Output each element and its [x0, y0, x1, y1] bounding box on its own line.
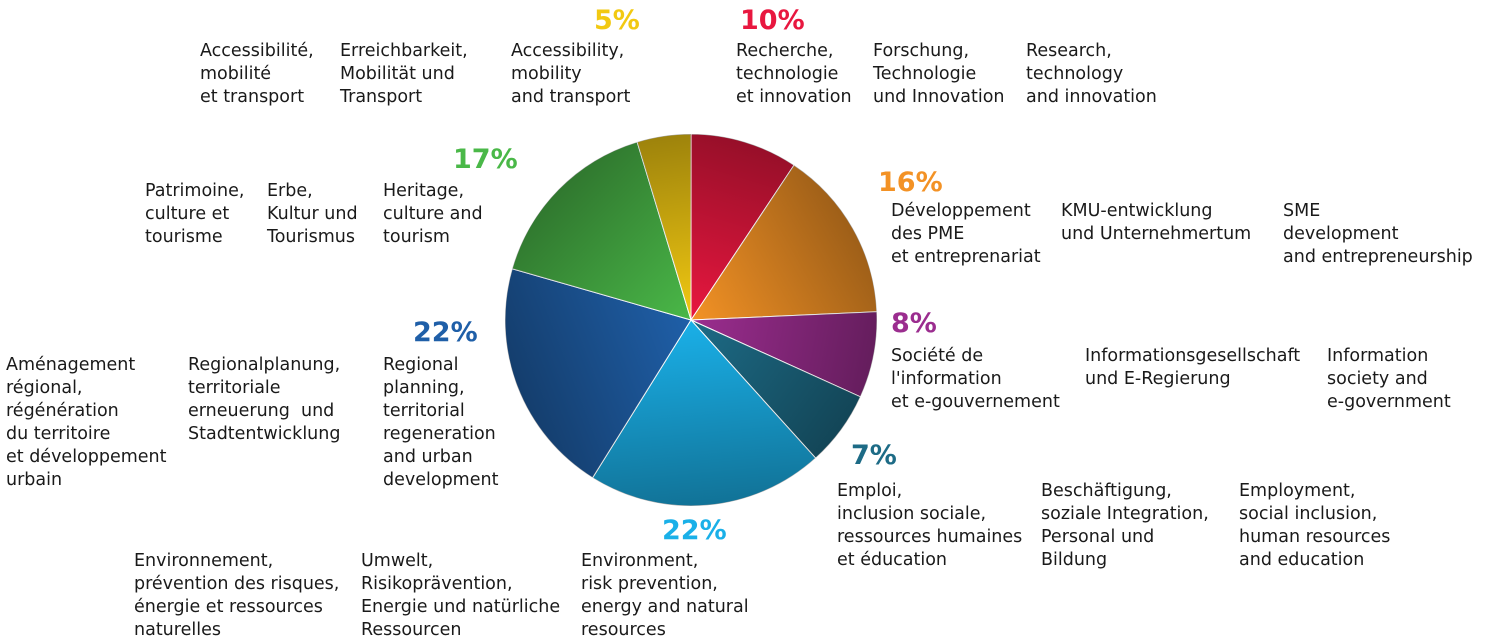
label-heritage-de: Erbe, Kultur und Tourismus — [267, 181, 358, 247]
label-information-society-fr: Société de l'information et e-gouverneme… — [891, 346, 1060, 412]
label-regional-planning-en: Regional planning, territorial regenerat… — [383, 355, 499, 490]
pie-slice-shade-accessibility — [637, 134, 691, 320]
pie-slice-shade-regional-planning — [504, 268, 691, 478]
label-regional-planning-fr: Aménagement régional, régénération du te… — [6, 355, 167, 490]
label-research-en: Research, technology and innovation — [1026, 41, 1157, 107]
pct-label-heritage: 17% — [453, 144, 518, 175]
pct-label-research: 10% — [740, 5, 805, 36]
label-regional-planning-de: Regionalplanung, territoriale erneuerung… — [188, 355, 341, 444]
label-research-fr: Recherche, technologie et innovation — [736, 41, 852, 107]
pct-label-sme: 16% — [878, 167, 943, 198]
label-employment-fr: Emploi, inclusion sociale, ressources hu… — [837, 481, 1023, 570]
pct-label-employment: 7% — [851, 440, 897, 471]
pie-slice-shade-employment — [691, 320, 861, 459]
label-employment-en: Employment, social inclusion, human reso… — [1239, 481, 1391, 570]
label-environment-en: Environment, risk prevention, energy and… — [581, 551, 749, 640]
label-heritage-fr: Patrimoine, culture et tourisme — [145, 181, 245, 247]
pie-slice-shade-sme — [691, 165, 877, 320]
label-information-society-en: Information society and e-government — [1327, 346, 1451, 412]
label-environment-de: Umwelt, Risikoprävention, Energie und na… — [361, 551, 561, 640]
label-sme-fr: Développement des PME et entreprenariat — [891, 201, 1041, 267]
label-sme-de: KMU-entwicklung und Unternehmertum — [1061, 201, 1252, 244]
pct-label-regional-planning: 22% — [413, 317, 478, 348]
label-information-society-de: Informationsgesellschaft und E-Regierung — [1085, 346, 1301, 389]
pie-slice-shade-information-society — [691, 311, 877, 397]
label-research-de: Forschung, Technologie und Innovation — [873, 41, 1005, 107]
label-heritage-en: Heritage, culture and tourism — [383, 181, 483, 247]
label-employment-de: Beschäftigung, soziale Integration, Pers… — [1041, 481, 1209, 570]
label-sme-en: SME development and entrepreneurship — [1283, 201, 1473, 267]
pie-slice-shade-environment — [592, 320, 816, 506]
label-accessibility-fr: Accessibilité, mobilité et transport — [200, 41, 314, 107]
pct-label-accessibility: 5% — [594, 5, 640, 36]
pie-slice-shade-research — [691, 134, 795, 320]
label-environment-fr: Environnement, prévention des risques, é… — [134, 551, 340, 640]
label-accessibility-de: Erreichbarkeit, Mobilität und Transport — [340, 41, 468, 107]
pct-label-environment: 22% — [662, 515, 727, 546]
label-accessibility-en: Accessibility, mobility and transport — [511, 41, 631, 107]
pie-slice-shade-heritage — [512, 141, 691, 320]
pct-label-information-society: 8% — [891, 308, 937, 339]
